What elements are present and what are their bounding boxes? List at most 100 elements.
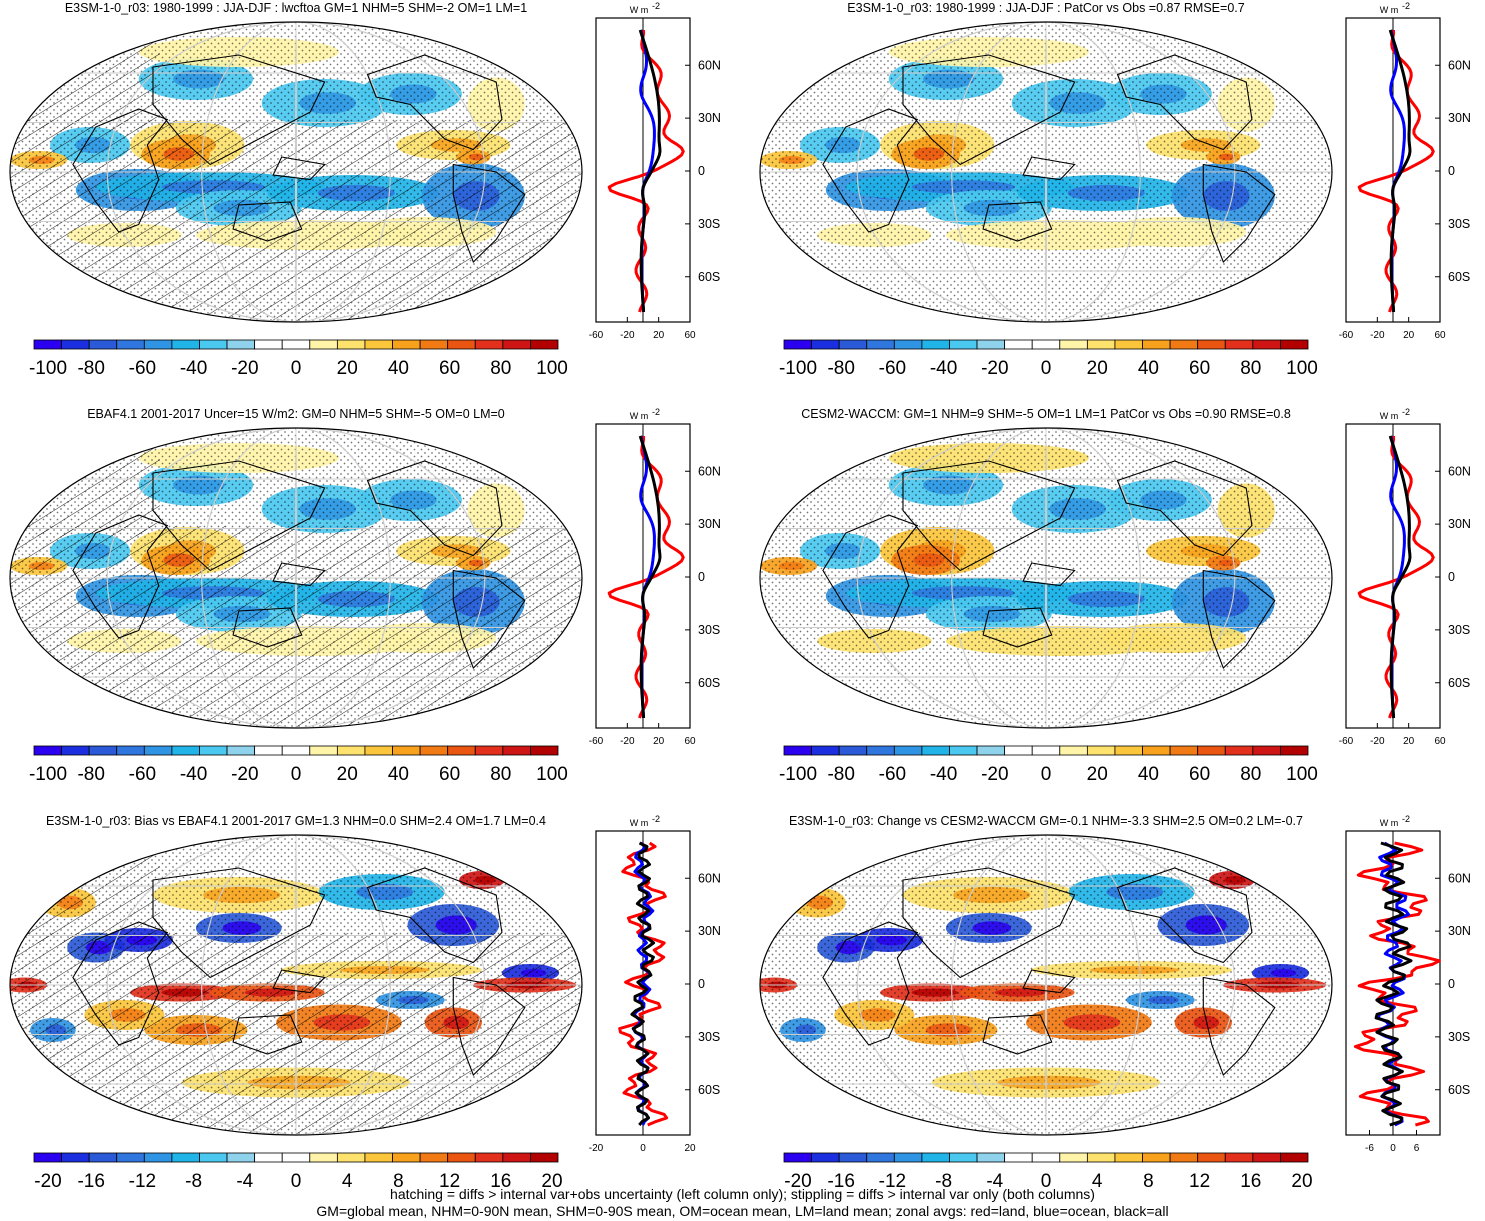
panel-title: E3SM-1-0_r03: 1980-1999 : JJA-DJF : PatC…: [847, 1, 1244, 15]
colorbar-tick-label: 0: [291, 358, 302, 379]
colorbar-bin: [309, 745, 338, 756]
zonal-x-tick: -60: [1339, 736, 1354, 747]
map-border: [759, 427, 1333, 729]
colorbar-bin: [364, 1152, 393, 1163]
colorbar-bin: [447, 745, 476, 756]
colorbar-bin: [143, 1152, 173, 1163]
graticule: [10, 22, 582, 322]
zonal-plot: W m -2 60N 30N 0 30S 60S -6 0 6: [1345, 814, 1471, 1154]
colorbar-tick-label: -12: [129, 1171, 156, 1192]
colorbar-bin: [530, 339, 559, 350]
zonal-unit: W m: [1380, 411, 1399, 421]
panel-title: E3SM-1-0_r03: Bias vs EBAF4.1 2001-2017 …: [46, 814, 546, 828]
colorbar-bin: [502, 745, 531, 756]
colorbar-tick-label: 40: [1138, 764, 1159, 785]
zonal-all-line: [1388, 29, 1412, 313]
graticule: [10, 835, 582, 1135]
colorbar-tick-label: 12: [439, 1171, 460, 1192]
lat-tick-label: 60S: [698, 1083, 720, 1097]
map-border: [9, 834, 583, 1136]
colorbar-bin: [1197, 339, 1226, 350]
colorbar-bin: [392, 1152, 421, 1163]
colorbar-tick-label: 80: [1240, 358, 1261, 379]
colorbar-bin: [143, 745, 173, 756]
zonal-x-tick: 60: [684, 330, 696, 341]
colorbar-tick-label: -40: [180, 764, 207, 785]
footer-line-1: hatching = diffs > internal var+obs unce…: [390, 1186, 1095, 1202]
zonal-unit-exponent: -2: [1402, 814, 1410, 824]
zonal-x-tick: -60: [589, 330, 604, 341]
colorbar-tick-label: -100: [779, 358, 817, 379]
colorbar-bin: [33, 339, 62, 350]
colorbar-bin: [171, 745, 200, 756]
lat-tick-label: 30N: [1448, 924, 1471, 938]
colorbar-bin: [199, 1152, 228, 1163]
zonal-x-tick: 0: [640, 1143, 646, 1154]
colorbar: -20 -16 -12 -8 -4 0 4 8 12 16 20: [33, 1152, 563, 1192]
zonal-all-line: [1388, 435, 1412, 719]
colorbar-bin: [1004, 1152, 1033, 1163]
lat-tick-label: 0: [698, 164, 705, 178]
colorbar-bin: [1142, 745, 1171, 756]
zonal-x-tick: 20: [684, 1143, 696, 1154]
zonal-unit-exponent: -2: [1402, 1, 1410, 11]
colorbar-bin: [364, 745, 393, 756]
zonal-x-tick: -20: [1370, 736, 1385, 747]
colorbar-bin: [88, 339, 118, 350]
colorbar-bin: [1114, 339, 1143, 350]
colorbar-bin: [447, 1152, 476, 1163]
colorbar-bin: [199, 339, 228, 350]
colorbar-bin: [474, 339, 504, 350]
colorbar-tick-label: 100: [1286, 358, 1318, 379]
colorbar-bin: [811, 339, 840, 350]
colorbar-tick-label: -40: [930, 764, 957, 785]
colorbar-tick-label: 60: [439, 764, 460, 785]
colorbar-bin: [61, 339, 90, 350]
graticule: [760, 22, 1332, 322]
colorbar-tick-label: 40: [388, 358, 409, 379]
zonal-unit-exponent: -2: [652, 814, 660, 824]
colorbar-bin: [893, 745, 923, 756]
colorbar-tick-label: 4: [342, 1171, 353, 1192]
zonal-unit-exponent: -2: [652, 1, 660, 11]
colorbar-bin: [1031, 339, 1061, 350]
map-border: [9, 21, 583, 323]
lat-tick-label: 30S: [698, 623, 720, 637]
panel-title: E3SM-1-0_r03: 1980-1999 : JJA-DJF : lwcf…: [65, 1, 527, 15]
zonal-all-line: [630, 841, 656, 1126]
colorbar-bin: [419, 745, 449, 756]
colorbar-tick-label: -20: [784, 1171, 811, 1192]
colorbar-bin: [171, 339, 200, 350]
colorbar-tick-label: 16: [1240, 1171, 1261, 1192]
colorbar-tick-label: -40: [180, 358, 207, 379]
lat-tick-label: 0: [1448, 977, 1455, 991]
colorbar-tick-label: 16: [490, 1171, 511, 1192]
zonal-x-tick: -20: [620, 330, 635, 341]
colorbar-bin: [1114, 1152, 1143, 1163]
coastlines: [72, 460, 526, 669]
colorbar-bin: [116, 1152, 145, 1163]
colorbar-bin: [309, 1152, 338, 1163]
colorbar-bin: [976, 745, 1006, 756]
zonal-x-tick: -20: [1370, 330, 1385, 341]
colorbar-tick-label: -80: [77, 358, 104, 379]
colorbar-tick-label: -60: [129, 764, 156, 785]
colorbar-tick-label: 100: [536, 358, 568, 379]
colorbar-tick-label: -20: [981, 764, 1008, 785]
colorbar-tick-label: 20: [1087, 358, 1108, 379]
zonal-x-tick: 20: [653, 736, 665, 747]
colorbar-bin: [143, 339, 173, 350]
lat-tick-label: 60S: [1448, 1083, 1470, 1097]
lat-tick-label: 30S: [1448, 217, 1470, 231]
colorbar-bin: [392, 339, 421, 350]
map-field: [10, 428, 582, 728]
zonal-plot: W m -2 60N 30N 0 30S 60S -20 0 20: [589, 814, 721, 1154]
colorbar-tick-label: -20: [231, 764, 258, 785]
colorbar-tick-label: -8: [935, 1171, 952, 1192]
colorbar: -100 -80 -60 -40 -20 0 20 40 60 80 100: [29, 745, 568, 785]
lat-tick-label: 30S: [1448, 623, 1470, 637]
colorbar-bin: [116, 339, 145, 350]
colorbar-bin: [1224, 745, 1254, 756]
colorbar-tick-label: -4: [236, 1171, 253, 1192]
stippling: [760, 835, 1332, 1135]
